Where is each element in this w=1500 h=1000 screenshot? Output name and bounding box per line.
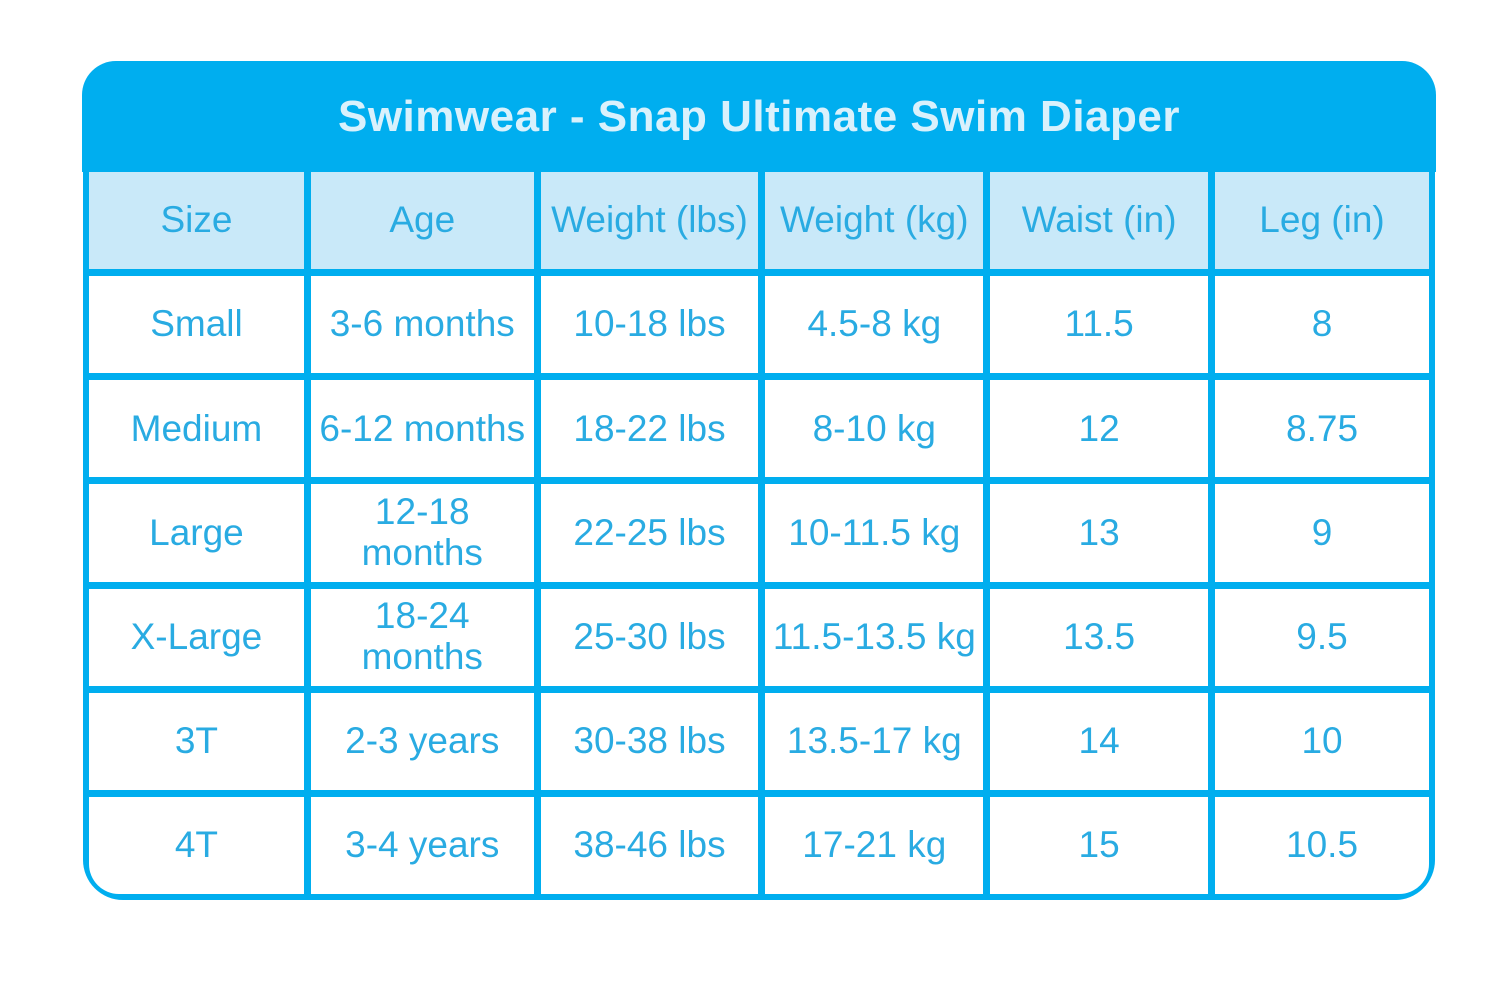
table-cell: 6-12 months	[310, 380, 534, 478]
column-header-age: Age	[310, 172, 534, 270]
table-cell: 9.5	[1215, 588, 1429, 686]
table-cell: 12-18 months	[310, 484, 534, 582]
table-cell: 25-30 lbs	[540, 588, 759, 686]
column-header-weight-lbs: Weight (lbs)	[540, 172, 759, 270]
table-cell: 13.5-17 kg	[765, 692, 984, 790]
table-cell: 10	[1215, 692, 1429, 790]
table-cell: Small	[89, 276, 304, 374]
table-cell: 18-24 months	[310, 588, 534, 686]
table-cell: 8	[1215, 276, 1429, 374]
table-cell: 10-11.5 kg	[765, 484, 984, 582]
table-cell: 11.5	[990, 276, 1209, 374]
table-cell: 3-4 years	[310, 796, 534, 894]
table-cell: 4.5-8 kg	[765, 276, 984, 374]
table-cell: 10-18 lbs	[540, 276, 759, 374]
table-cell: 4T	[89, 796, 304, 894]
table-cell: 13.5	[990, 588, 1209, 686]
table-cell: 8-10 kg	[765, 380, 984, 478]
table-cell: 22-25 lbs	[540, 484, 759, 582]
table-cell: Medium	[89, 380, 304, 478]
column-header-weight-kg: Weight (kg)	[765, 172, 984, 270]
table-cell: 38-46 lbs	[540, 796, 759, 894]
table-cell: 12	[990, 380, 1209, 478]
table-cell: 9	[1215, 484, 1429, 582]
table-cell: 11.5-13.5 kg	[765, 588, 984, 686]
table-cell: 10.5	[1215, 796, 1429, 894]
table-cell: 15	[990, 796, 1209, 894]
table-cell: 13	[990, 484, 1209, 582]
table-cell: 3-6 months	[310, 276, 534, 374]
chart-title: Swimwear - Snap Ultimate Swim Diaper	[82, 61, 1436, 172]
table-cell: Large	[89, 484, 304, 582]
table-cell: 18-22 lbs	[540, 380, 759, 478]
table-cell: X-Large	[89, 588, 304, 686]
table-cell: 3T	[89, 692, 304, 790]
size-chart-table: Swimwear - Snap Ultimate Swim Diaper Siz…	[82, 61, 1436, 900]
table-cell: 8.75	[1215, 380, 1429, 478]
size-chart: Swimwear - Snap Ultimate Swim Diaper Siz…	[82, 61, 1436, 900]
table-cell: 14	[990, 692, 1209, 790]
table-cell: 30-38 lbs	[540, 692, 759, 790]
column-header-waist-in: Waist (in)	[990, 172, 1209, 270]
column-header-size: Size	[89, 172, 304, 270]
table-cell: 17-21 kg	[765, 796, 984, 894]
table-cell: 2-3 years	[310, 692, 534, 790]
column-header-leg-in: Leg (in)	[1215, 172, 1429, 270]
